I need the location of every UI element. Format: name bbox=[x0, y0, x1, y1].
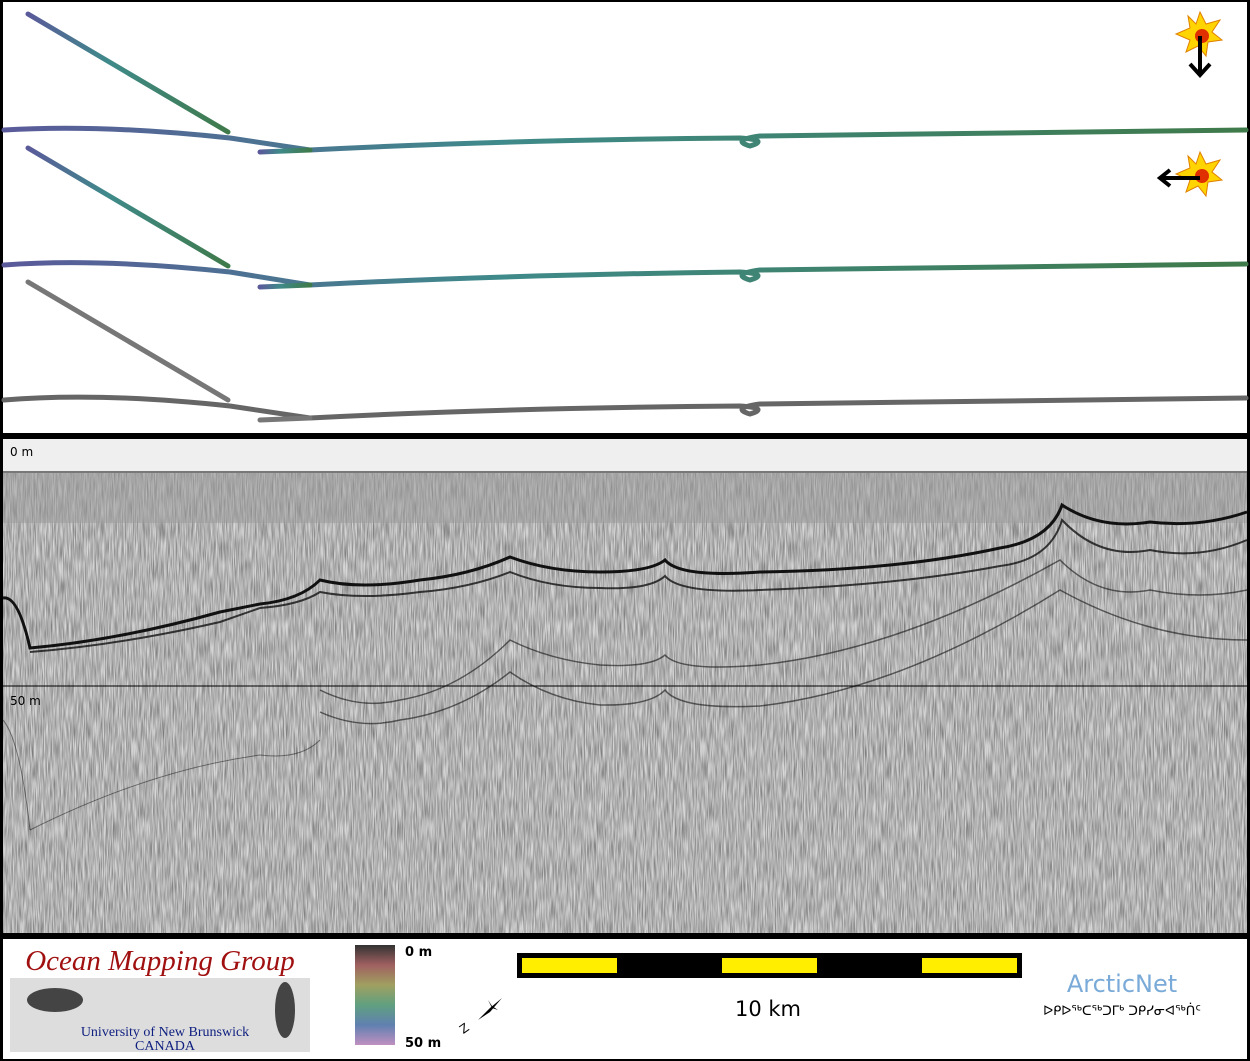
reflectors bbox=[2, 502, 1248, 831]
colorbar bbox=[355, 945, 395, 1045]
scale-label: 10 km bbox=[735, 997, 801, 1021]
water-column-band bbox=[3, 473, 1247, 523]
partner-syllabics: ᐅᑭᐅᖅᑕᖅᑐᒥᒃ ᑐᑭᓯᓂᐊᖅᑏᑦ bbox=[1043, 1002, 1201, 1019]
colorbar-label: 50 m bbox=[405, 1036, 441, 1051]
logo-shape bbox=[275, 982, 295, 1038]
org-university: University of New Brunswick bbox=[81, 1025, 249, 1040]
tracks bbox=[1, 11, 1249, 423]
colorbar-label: 0 m bbox=[405, 945, 432, 960]
depth-label: 0 m bbox=[10, 445, 33, 459]
partner-name: ArcticNet bbox=[1067, 970, 1177, 998]
scale-segment bbox=[922, 958, 1017, 973]
sun-icon bbox=[1156, 150, 1224, 198]
org-title: Ocean Mapping Group bbox=[25, 945, 295, 977]
sun-icon bbox=[1174, 10, 1224, 78]
depth-label: 50 m bbox=[10, 694, 41, 708]
plan-panel bbox=[3, 2, 1247, 433]
scale-segment bbox=[722, 958, 817, 973]
logo-shape bbox=[27, 988, 83, 1012]
scale-segment bbox=[522, 958, 617, 973]
org-country: CANADA bbox=[135, 1039, 196, 1054]
profile-noise bbox=[3, 473, 1247, 933]
